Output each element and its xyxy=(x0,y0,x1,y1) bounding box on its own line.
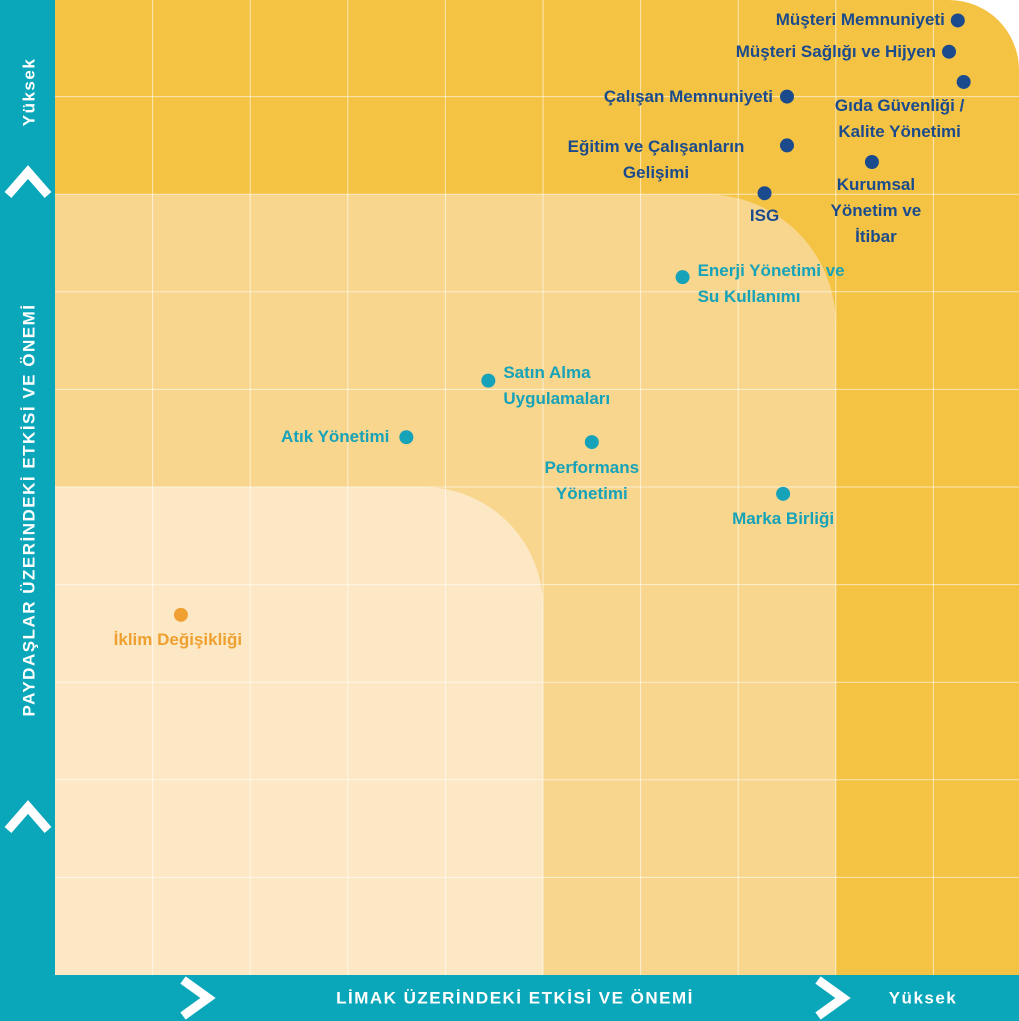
x-high-label: Yüksek xyxy=(889,988,958,1007)
point-label: Çalışan Memnuniyeti xyxy=(603,86,773,106)
chevron xyxy=(180,976,216,1020)
data-point xyxy=(757,186,772,201)
point-label: Eğitim ve Çalışanların Gelişimi xyxy=(567,137,745,183)
data-point xyxy=(780,138,794,153)
y-high-label: Yüksek xyxy=(19,58,38,127)
zone xyxy=(55,487,543,975)
point-label: Müşteri Sağlığı ve Hijyen xyxy=(735,41,937,61)
data-point xyxy=(780,89,794,104)
data-point xyxy=(584,435,599,450)
data-point xyxy=(173,607,188,622)
data-point xyxy=(399,430,414,445)
chevron xyxy=(815,976,851,1020)
data-point xyxy=(675,270,690,285)
data-point xyxy=(864,154,879,169)
point-label: Satın Alma Uygulamaları xyxy=(503,362,611,408)
data-point xyxy=(481,373,496,388)
data-point xyxy=(950,13,965,28)
x-axis-label: LİMAK ÜZERİNDEKİ ETKİSİ VE ÖNEMİ xyxy=(336,988,694,1007)
point-label: ISG xyxy=(749,206,780,226)
point-label: Atık Yönetimi xyxy=(281,427,390,447)
data-point xyxy=(956,74,971,89)
point-label: Müşteri Memnuniyeti xyxy=(775,10,945,30)
point-label: Enerji Yönetimi ve Su Kullanımı xyxy=(697,261,845,307)
chevron xyxy=(4,800,52,833)
point-label: Performans Yönetimi xyxy=(544,458,640,504)
y-axis-label: PAYDAŞLAR ÜZERİNDEKİ ETKİSİ VE ÖNEMİ xyxy=(19,304,38,717)
data-point xyxy=(942,44,957,59)
data-point xyxy=(776,486,791,501)
point-label: Kurumsal Yönetim ve İtibar xyxy=(830,174,922,246)
chevron xyxy=(4,165,52,198)
point-label: İklim Değişikliği xyxy=(113,629,243,649)
point-label: Marka Birliği xyxy=(732,508,835,528)
point-label: Gıda Güvenliği / Kalite Yönetimi xyxy=(834,95,965,141)
